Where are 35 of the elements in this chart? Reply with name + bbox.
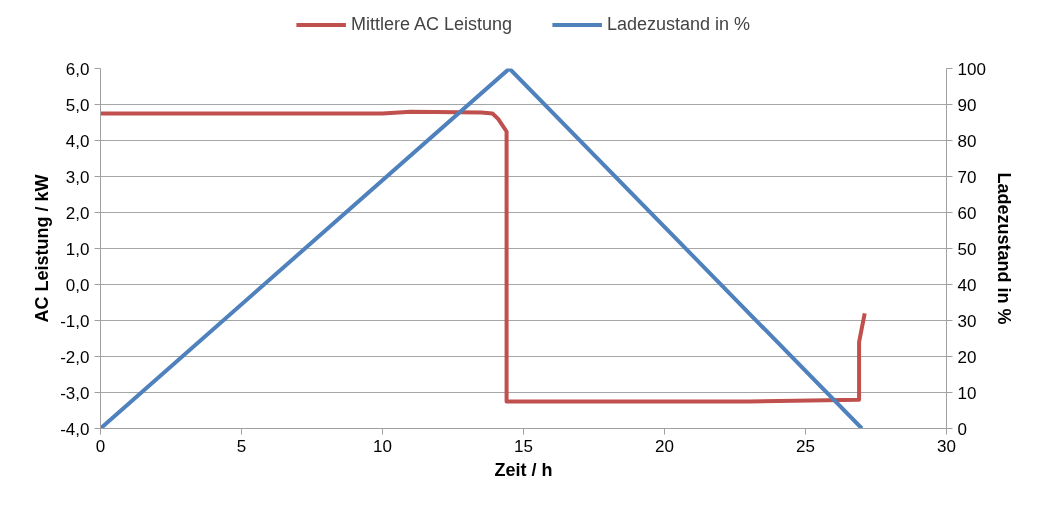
x-tick-label: 25 [796, 436, 815, 456]
x-tick-label: 10 [373, 436, 392, 456]
y-tick-label: 0,0 [65, 275, 90, 295]
x-tick-label: 5 [236, 436, 247, 456]
y2-tick-label: 30 [957, 311, 977, 331]
x-tick-label: 20 [655, 436, 674, 456]
y-tick-label: 3,0 [65, 167, 90, 187]
y-tick-label: 6,0 [65, 59, 90, 79]
y-tick-label: 2,0 [65, 203, 90, 223]
y2-tick-label: 0 [957, 419, 967, 439]
y-tick-label: -1,0 [60, 311, 90, 331]
y2-axis-title: Ladezustand in % [993, 172, 1014, 325]
x-tick-label: 0 [95, 436, 106, 456]
y2-tick-label: 100 [957, 59, 986, 79]
legend-label: Ladezustand in % [606, 13, 751, 35]
line-series [100, 109, 867, 404]
y2-tick-label: 60 [957, 203, 977, 223]
y-tick-label: 1,0 [65, 239, 90, 259]
x-tick-label: 15 [514, 436, 533, 456]
x-axis-title: Zeit / h [494, 459, 553, 480]
y2-tick-label: 50 [957, 239, 977, 259]
y-axis-title: AC Leistung / kW [32, 174, 53, 323]
y-tick-label: 4,0 [65, 131, 90, 151]
y2-tick-label: 10 [957, 383, 977, 403]
y2-tick-label: 90 [957, 95, 977, 115]
y-tick-label: -3,0 [60, 383, 90, 403]
y2-tick-label: 40 [957, 275, 977, 295]
y-tick-label: 5,0 [65, 95, 90, 115]
legend-label: Mittlere AC Leistung [350, 13, 512, 35]
y2-tick-label: 70 [957, 167, 977, 187]
y-tick-label: -4,0 [60, 419, 90, 439]
y2-tick-label: 80 [957, 131, 977, 151]
x-tick-label: 30 [937, 436, 956, 456]
y-tick-label: -2,0 [60, 347, 90, 367]
y2-tick-label: 20 [957, 347, 977, 367]
